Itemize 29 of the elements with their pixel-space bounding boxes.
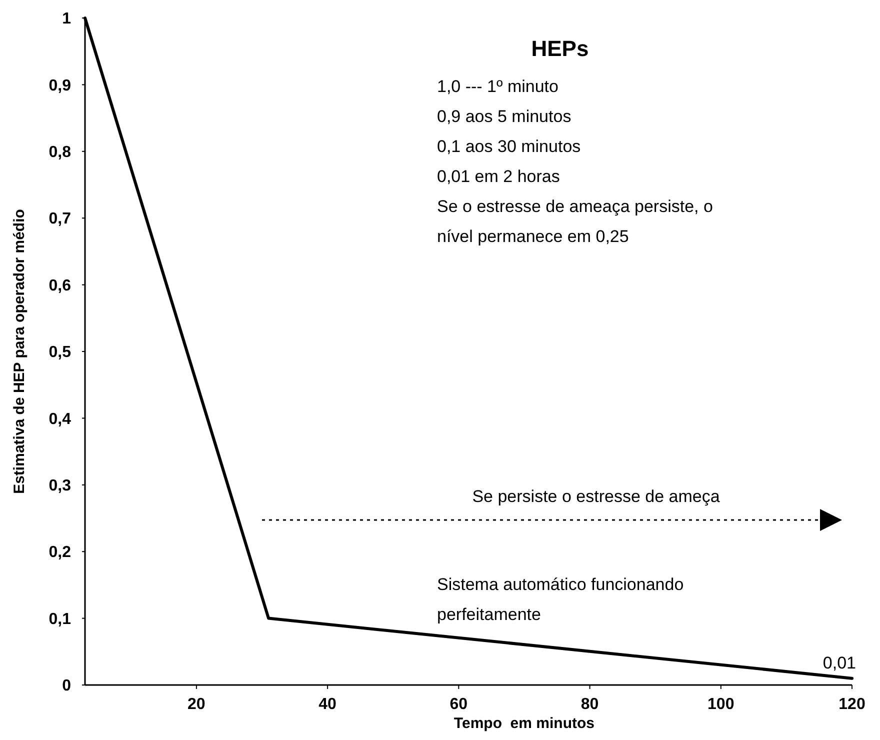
x-tick-label: 120	[838, 696, 866, 713]
y-tick-label: 0	[62, 678, 72, 695]
annotation: 0,01	[822, 653, 856, 672]
annotation: 1,0 --- 1º minuto	[437, 77, 558, 96]
x-tick-label: 20	[188, 696, 206, 713]
x-tick-label: 100	[708, 696, 734, 713]
x-tick-label: 60	[450, 696, 468, 713]
y-tick-label: 0,5	[48, 344, 72, 362]
annotation: 0,9 aos 5 minutos	[437, 107, 572, 126]
y-tick-label: 0,4	[48, 410, 72, 428]
annotation: Se persiste o estresse de ameça	[472, 487, 720, 506]
y-tick-label: 0,2	[48, 544, 72, 562]
y-tick-label: 0,8	[48, 144, 72, 161]
annotation: Se o estresse de ameaça persiste, o	[437, 197, 713, 216]
annotation: 0,01 em 2 horas	[437, 167, 560, 186]
y-tick-label: 0,7	[48, 210, 72, 228]
y-tick-label: 0,3	[48, 478, 72, 494]
y-tick-label: 0,1	[48, 610, 72, 628]
x-tick-label: 80	[580, 696, 599, 713]
annotation: nível permanece em 0,25	[437, 227, 629, 246]
annotation: 0,1 aos 30 minutos	[437, 137, 581, 156]
x-tick-label: 40	[318, 696, 337, 713]
annotation: Sistema automático funcionando perfeitamente	[437, 575, 684, 624]
y-tick-label: 0,6	[48, 277, 72, 294]
annotation: HEPs	[531, 36, 589, 61]
y-axis-title: Estimativa de HEP para operador médio	[11, 209, 28, 494]
y-tick-label: 0,9	[48, 77, 72, 94]
y-tick-label: 1	[62, 10, 72, 28]
x-axis-title: Tempo em minutos	[454, 715, 595, 732]
